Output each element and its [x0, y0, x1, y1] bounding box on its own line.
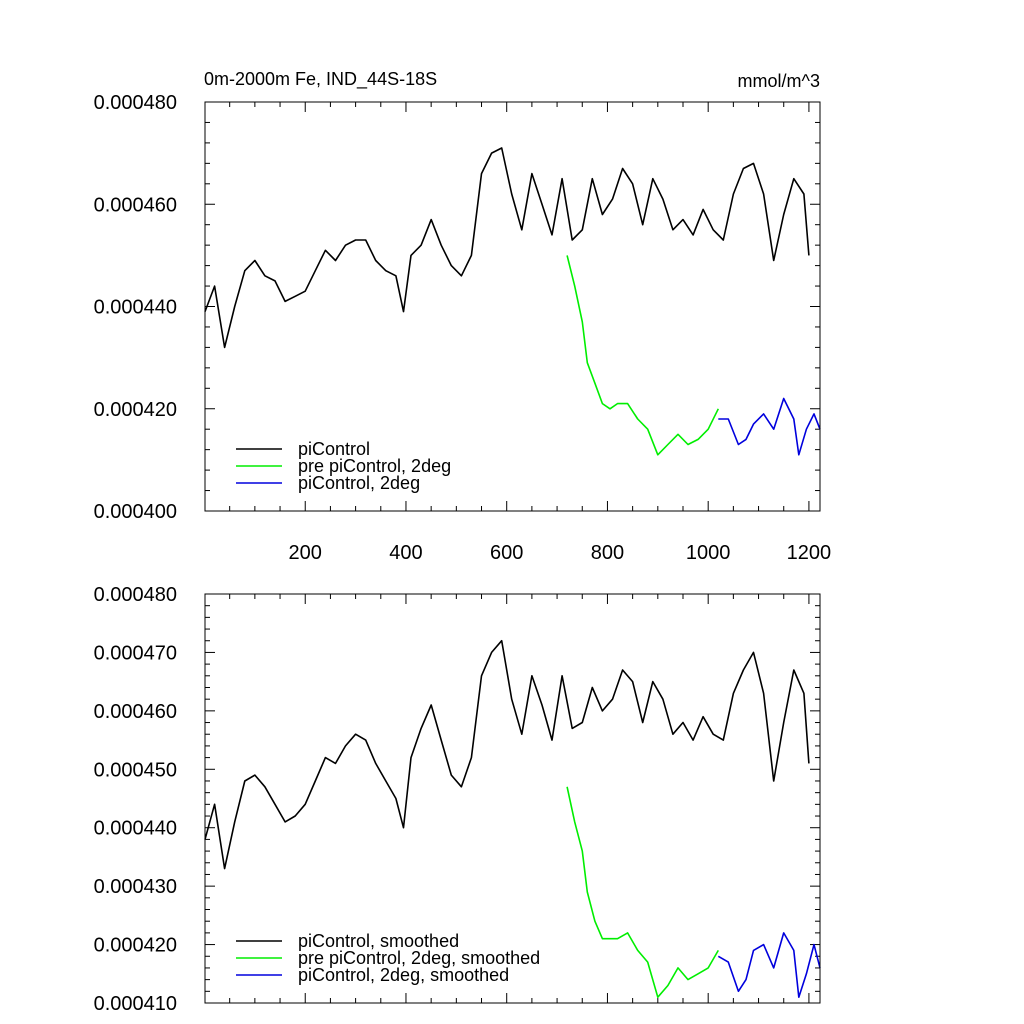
bottom-panel-frame	[204, 593, 821, 1004]
y-tick-label: 0.000440	[94, 818, 177, 840]
x-tick-label: 1000	[686, 542, 731, 564]
x-tick-label: 200	[289, 542, 322, 564]
y-tick-label: 0.000400	[94, 501, 177, 523]
x-tick-label: 400	[389, 542, 422, 564]
y-tick-label: 0.000440	[94, 297, 177, 319]
x-tick-label: 800	[591, 542, 624, 564]
bottom-panel-series	[204, 639, 821, 999]
legend-label: piControl, 2deg, smoothed	[298, 965, 509, 985]
y-tick-label: 0.000470	[94, 642, 177, 664]
series-line-0	[204, 639, 810, 870]
x-tick-label: 1200	[787, 542, 832, 564]
units-label: mmol/m^3	[738, 71, 820, 91]
series-line-2	[718, 397, 821, 456]
series-line-2	[717, 932, 821, 999]
series-line-1	[566, 255, 720, 456]
y-tick-label: 0.000460	[94, 701, 177, 723]
bottom-panel-ticks: 0.000410 0.000420 0.000430 0.000440 0.000450…	[94, 584, 820, 1015]
legend-label: piControl	[298, 439, 370, 459]
bottom-panel: 0.000410 0.000420 0.000430 0.000440 0.000450…	[94, 584, 821, 1015]
y-tick-label: 0.000410	[94, 993, 177, 1015]
top-panel-series	[204, 147, 821, 456]
series-line-1	[566, 786, 719, 999]
y-tick-label: 0.000420	[94, 935, 177, 957]
top-panel-ticks: 200 400 600 800 1000 1200 0.000400 0.000420 0.00…	[94, 92, 832, 564]
y-tick-label: 0.000420	[94, 399, 177, 421]
y-tick-label: 0.000480	[94, 584, 177, 606]
y-tick-label: 0.000430	[94, 876, 177, 898]
x-tick-label: 600	[490, 542, 523, 564]
legend-label: piControl, 2deg	[298, 473, 420, 493]
y-tick-label: 0.000460	[94, 194, 177, 216]
top-panel: 200 400 600 800 1000 1200 0.000400 0.000420 0.00…	[94, 92, 832, 564]
y-tick-label: 0.000480	[94, 92, 177, 114]
legend-label: piControl, smoothed	[298, 931, 459, 951]
y-tick-label: 0.000450	[94, 759, 177, 781]
legend-label: pre piControl, 2deg	[298, 456, 451, 476]
series-line-0	[204, 147, 810, 349]
chart-title: 0m-2000m Fe, IND_44S-18S	[204, 69, 437, 90]
top-panel-frame	[204, 101, 821, 512]
legend-label: pre piControl, 2deg, smoothed	[298, 948, 540, 968]
